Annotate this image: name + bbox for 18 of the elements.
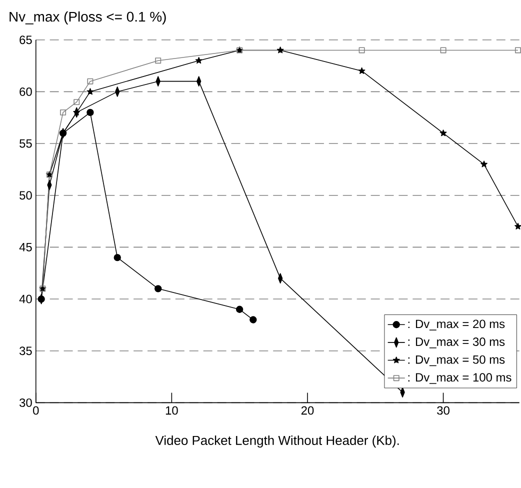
x-tick-label: 20 xyxy=(301,406,314,414)
legend-label: : Dv_max = 100 ms xyxy=(408,372,512,384)
y-tick-label: 65 xyxy=(20,35,32,44)
y-tick-label: 35 xyxy=(20,346,32,355)
y-tick-label: 55 xyxy=(20,139,32,148)
y-tick-label: 50 xyxy=(20,190,32,200)
legend-label: : Dv_max = 20 ms xyxy=(408,319,505,330)
y-tick-label: 40 xyxy=(19,294,32,304)
y-tick-label: 60 xyxy=(20,87,32,96)
legend-label: : Dv_max = 30 ms xyxy=(408,337,505,348)
y-tick-label: 30 xyxy=(20,398,32,407)
legend-label: : Dv_max = 50 ms xyxy=(408,355,505,366)
x-tick-label: 10 xyxy=(166,406,178,414)
x-tick-label: 0 xyxy=(33,406,39,414)
y-tick-label: 45 xyxy=(19,242,32,252)
x-axis-title: Video Packet Length Without Header (Kb). xyxy=(155,435,399,448)
x-tick-label: 30 xyxy=(437,406,450,414)
chart-title: Nv_max (Ploss <= 0.1 %) xyxy=(10,11,166,24)
